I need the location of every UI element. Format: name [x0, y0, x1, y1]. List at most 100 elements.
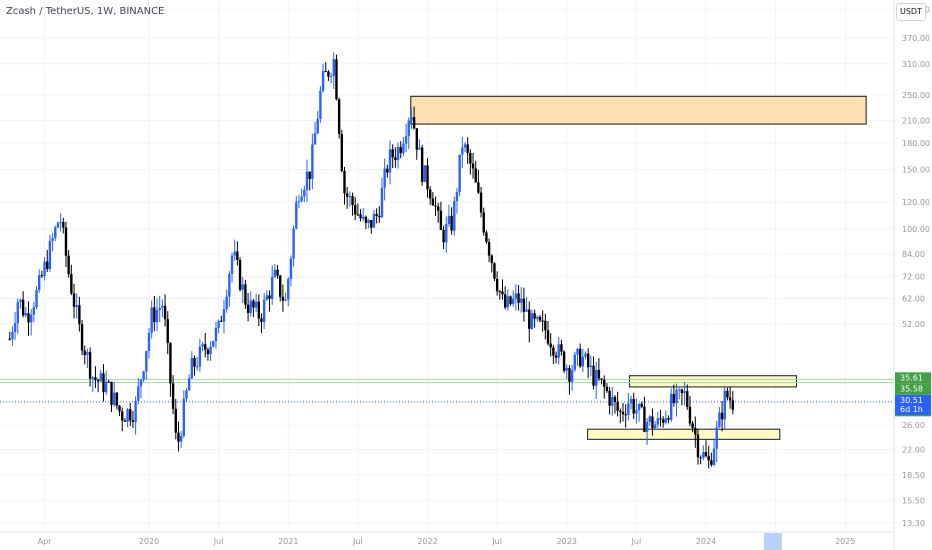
candle-body [24, 313, 28, 316]
candle-body [439, 210, 443, 230]
candle-body [332, 59, 335, 76]
candle-body [51, 237, 54, 241]
candle-body [383, 168, 386, 188]
candle-body [99, 373, 102, 382]
candle-body [493, 263, 496, 279]
candle-body [378, 215, 381, 218]
candle-body [279, 275, 282, 297]
candle-body [458, 154, 461, 193]
candle-body [726, 390, 729, 398]
currency-button[interactable]: USDT [896, 3, 926, 21]
candle-body [19, 299, 22, 303]
price-axis-label: 84.00 [902, 250, 925, 259]
candle-body [171, 383, 175, 409]
candle-body [163, 305, 167, 320]
candle-body [308, 171, 311, 180]
candle-body [21, 299, 25, 316]
candle-body [244, 284, 247, 305]
price-tag [895, 394, 931, 415]
chart-title: Zcash / TetherUS, 1W, BINANCE [6, 6, 165, 17]
candle-body [552, 347, 555, 356]
time-axis-label: 2022 [417, 537, 437, 546]
price-axis-label: 370.00 [902, 34, 930, 43]
candle-body [303, 189, 306, 197]
candle-body [447, 215, 451, 225]
candle-body [557, 344, 560, 358]
candle-body [495, 278, 499, 292]
time-axis: Apr2020Jul2021Jul2022Jul2023Jul2024Jul20… [0, 531, 894, 550]
candle-body [155, 309, 159, 323]
candle-body [209, 346, 212, 355]
candle-body [418, 147, 421, 150]
candle-body [712, 448, 716, 465]
candle-body [13, 323, 17, 333]
candle-body [56, 222, 60, 228]
candle-body [450, 215, 453, 231]
candle-body [169, 342, 172, 384]
candle-body [190, 357, 194, 379]
candle-body [252, 300, 255, 308]
candle-body [287, 279, 290, 300]
candle-body [102, 373, 105, 393]
candle-body [629, 399, 633, 404]
candle-body [96, 380, 100, 382]
candle-body [311, 144, 314, 180]
candle-body [723, 390, 726, 420]
candle-body [166, 319, 169, 343]
candle-body [193, 357, 196, 367]
candle-body [38, 275, 41, 290]
candle-body [204, 344, 207, 350]
candle-body [139, 379, 143, 387]
candle-body [260, 318, 263, 322]
candle-body [257, 301, 260, 319]
candle-body [305, 171, 309, 190]
candle-body [67, 255, 70, 275]
candle-body [236, 251, 239, 260]
candle-body [683, 391, 686, 394]
price-axis-label: 72.00 [902, 273, 925, 282]
candle-body [517, 293, 520, 303]
candle-body [656, 418, 660, 425]
price-axis-label: 22.00 [902, 446, 925, 455]
time-axis-label: Jul [631, 537, 642, 546]
candle-body [710, 460, 713, 465]
candle-body [718, 412, 721, 428]
candle-body [603, 379, 606, 387]
candle-body [471, 163, 475, 169]
candle-body [536, 316, 539, 319]
candle-body [554, 355, 558, 358]
candle-body [161, 305, 164, 308]
candle-body [147, 332, 151, 352]
candle-body [608, 390, 611, 406]
candle-body [150, 307, 153, 333]
time-axis-label: Jul [352, 537, 363, 546]
candle-body [94, 377, 97, 381]
candle-body [375, 213, 378, 216]
candle-body [699, 457, 702, 459]
candle-body [453, 201, 456, 231]
price-axis-label: 18.50 [902, 471, 925, 480]
candle-body [399, 146, 402, 154]
price-tag [895, 383, 931, 395]
candle-body [651, 416, 654, 429]
candle-body [600, 378, 603, 380]
candle-body [8, 338, 11, 340]
candle-body [506, 296, 510, 308]
candle-body [220, 320, 223, 322]
candle-body [586, 353, 590, 368]
candle-body [177, 432, 180, 442]
candle-body [179, 435, 183, 442]
candle-body [121, 411, 124, 421]
time-axis-label: 2020 [139, 537, 159, 546]
candle-body [613, 396, 617, 402]
candle-body [246, 304, 250, 313]
candle-body [343, 170, 346, 194]
candle-body [284, 299, 287, 301]
candle-body [321, 71, 325, 91]
candle-body [48, 240, 52, 269]
candle-body [32, 307, 36, 315]
price-lines-layer [0, 378, 894, 403]
candle-body [407, 120, 410, 137]
